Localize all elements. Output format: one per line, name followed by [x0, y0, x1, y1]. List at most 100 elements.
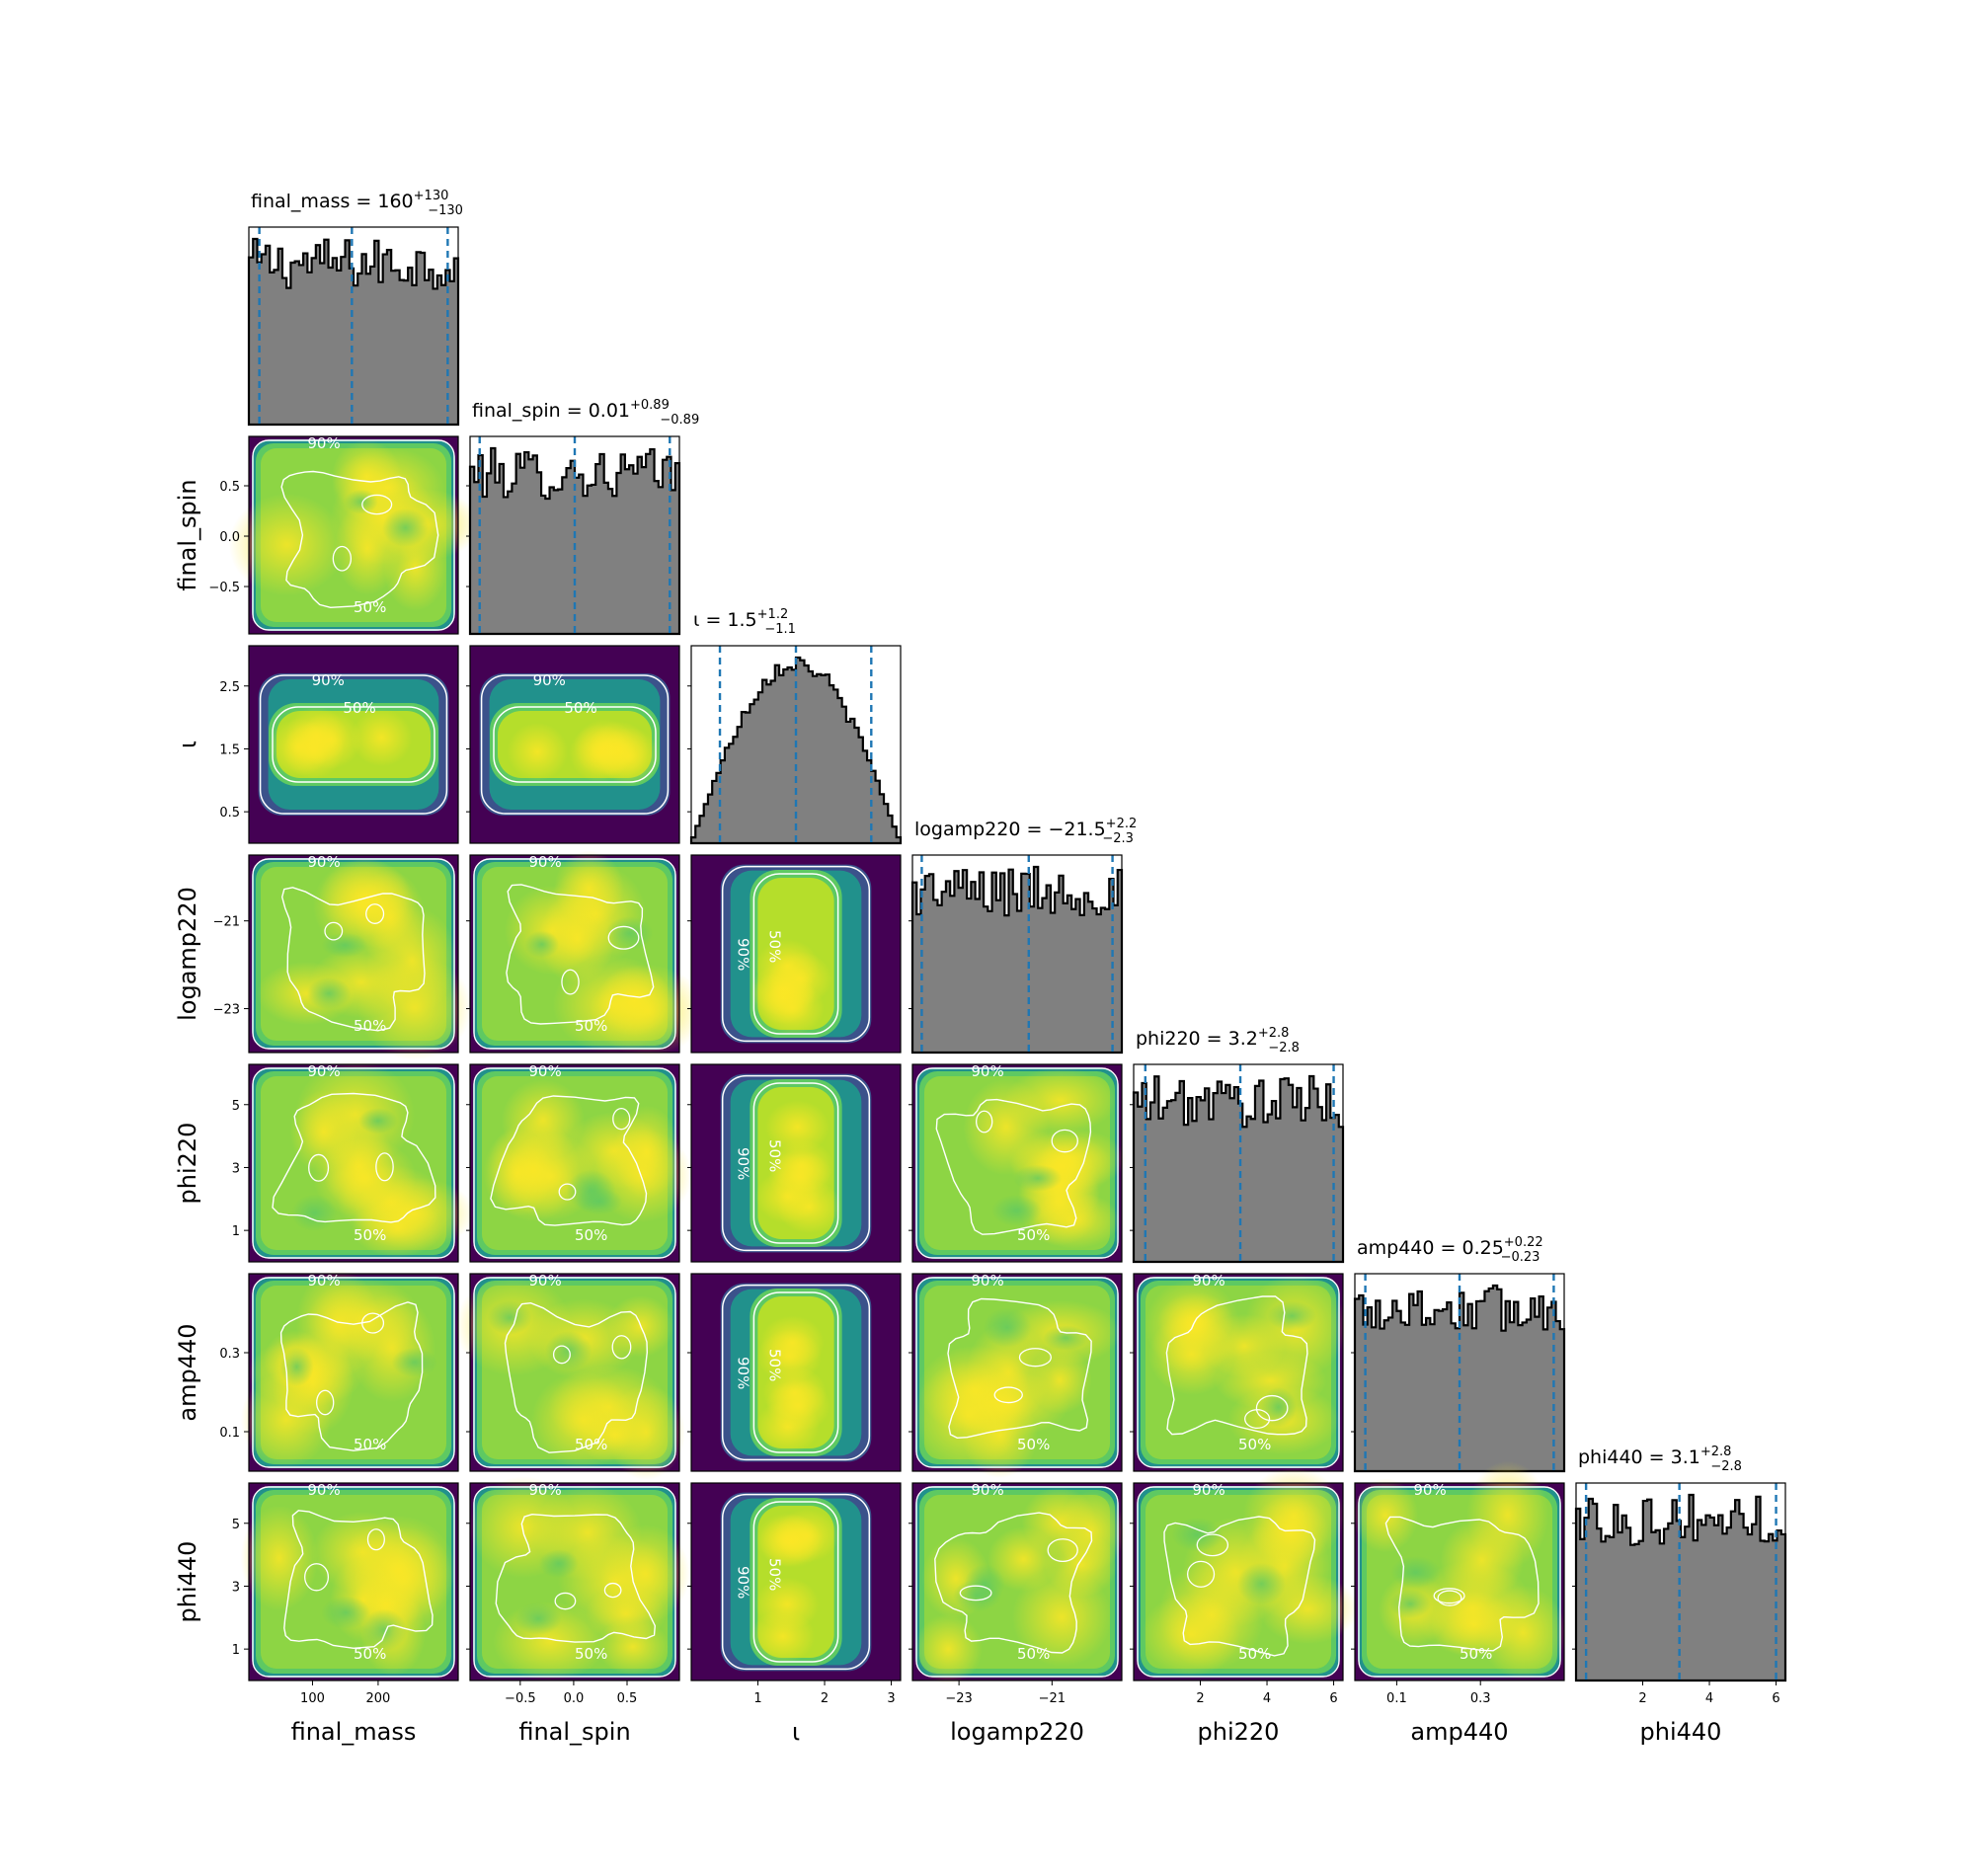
y-axis-label-logamp220: logamp220: [174, 887, 201, 1021]
density-peak: [774, 1509, 839, 1563]
contour-50-island: [552, 1345, 571, 1365]
density-valley: [990, 1195, 1042, 1226]
contour-label-50: 50%: [1238, 1645, 1271, 1663]
density-valley: [1043, 1325, 1089, 1351]
density-peak: [228, 493, 346, 596]
contour-panel-iota-amp440: 90% 50%: [690, 1273, 902, 1472]
density-peak: [240, 1505, 318, 1611]
contour-panel-logamp220-phi220: 90% 50%: [911, 1062, 1127, 1263]
contour-panel-final_mass-final_spin: 90% 50%: [228, 434, 481, 635]
contour-label-50: 50%: [765, 1349, 783, 1381]
density-valley: [1388, 1589, 1432, 1619]
y-axis-label-iota: ι: [174, 741, 201, 748]
contour-label-50: 50%: [575, 1226, 607, 1244]
density-valley: [1171, 1518, 1224, 1552]
y-tick-label-final_spin-0: −0.5: [208, 581, 240, 595]
contour-50-island: [603, 1582, 622, 1599]
density-valley: [360, 1608, 408, 1652]
y-axis-label-amp440: amp440: [174, 1323, 201, 1421]
x-tick-label-iota-2: 3: [887, 1691, 895, 1706]
x-axis-label-iota: ι: [792, 1718, 800, 1746]
density-peak: [240, 1371, 332, 1468]
contour-50: [279, 1301, 424, 1451]
density-peak: [750, 970, 816, 1025]
density-valley: [321, 1596, 371, 1630]
contour-50-island: [1433, 1588, 1465, 1604]
contour-50-island: [554, 1592, 577, 1610]
panel-frame: [469, 854, 680, 1054]
contour-panel-phi220-amp440: 90% 50%: [1133, 1272, 1347, 1472]
y-axis-label-final_spin: final_spin: [174, 479, 201, 590]
contour-label-50: 50%: [575, 1645, 607, 1663]
y-axis-label-phi440: phi440: [174, 1541, 201, 1623]
contour-label-90: 90%: [307, 1481, 340, 1499]
panel-frame: [911, 1482, 1123, 1681]
contour-90: [721, 1074, 871, 1252]
histogram-panel-amp440: amp440 = 0.25+0.22 −0.23: [1353, 1235, 1566, 1473]
panel-frame: [248, 1063, 459, 1263]
density-peak: [588, 721, 650, 779]
contour-50-island: [1018, 1348, 1052, 1368]
contour-50: [752, 1291, 839, 1453]
contour-90: [473, 858, 676, 1050]
contour-label-90: 90%: [1413, 1481, 1446, 1499]
density-peak: [754, 1577, 820, 1631]
contour-50: [1163, 1516, 1316, 1657]
x-axis-label-amp440: amp440: [1410, 1718, 1508, 1746]
contour-label-90: 90%: [528, 853, 561, 871]
panel-frame: [469, 1273, 680, 1472]
panel-frame: [248, 1482, 459, 1681]
histogram-bars-final_mass: [247, 237, 460, 427]
contour-90: [721, 865, 871, 1043]
panel-frame: [911, 854, 1123, 1054]
contour-90: [473, 1067, 676, 1259]
contour-panel-final_spin-phi440: 90% 50%: [469, 1476, 690, 1681]
x-tick-label-phi440-0: 2: [1638, 1691, 1646, 1706]
panel-frame: [469, 435, 680, 635]
contour-90: [252, 439, 455, 631]
panel-frame: [469, 1482, 680, 1681]
contour-label-50: 50%: [1238, 1436, 1271, 1453]
contour-panel-iota-phi440: 90% 50%: [690, 1482, 902, 1681]
density-peak: [1352, 1478, 1419, 1553]
contour-panel-final_spin-logamp220: 90% 50%: [469, 850, 705, 1056]
x-axis-label-final_spin: final_spin: [518, 1718, 630, 1746]
y-tick-label-iota-1: 1.5: [219, 743, 240, 757]
contour-50-island: [558, 1183, 577, 1201]
histogram-bars-amp440: [1353, 1284, 1566, 1473]
contour-50: [280, 887, 426, 1032]
histogram-title-phi220: phi220 = 3.2+2.8 −2.8: [1136, 1026, 1300, 1055]
contour-90: [473, 1486, 676, 1678]
density-valley: [1390, 1555, 1441, 1589]
contour-label-90: 90%: [533, 671, 566, 689]
histogram-title-logamp220: logamp220 = −21.5+2.2 −2.3: [914, 817, 1137, 846]
contour-50-island: [607, 925, 640, 950]
contour-label-90: 90%: [1192, 1481, 1224, 1499]
contour-label-90: 90%: [735, 1566, 752, 1599]
contour-90: [252, 858, 455, 1050]
contour-50: [935, 1098, 1092, 1235]
contour-50: [1165, 1295, 1308, 1436]
contour-90: [480, 674, 670, 815]
panel-frame: [1354, 1273, 1565, 1472]
contour-label-90: 90%: [307, 853, 340, 871]
x-tick-label-iota-0: 1: [753, 1691, 761, 1706]
density-peak: [300, 711, 362, 769]
contour-50: [752, 1082, 839, 1244]
contour-label-50: 50%: [1017, 1226, 1050, 1244]
contour-50: [495, 1513, 657, 1643]
contour-label-90: 90%: [971, 1481, 1003, 1499]
contour-label-50: 50%: [354, 1436, 386, 1453]
contour-90: [252, 1067, 455, 1259]
density-valley: [1236, 1562, 1287, 1605]
density-valley: [306, 977, 352, 1010]
y-axis-label-phi220: phi220: [174, 1123, 201, 1205]
x-tick-label-phi220-2: 6: [1329, 1691, 1337, 1706]
contour-50-island: [324, 921, 344, 941]
contour-90: [252, 1486, 455, 1678]
contour-50-island: [1437, 1590, 1462, 1606]
contour-50: [752, 1501, 839, 1663]
contour-label-50: 50%: [354, 598, 386, 616]
contour-50-island: [332, 545, 353, 572]
